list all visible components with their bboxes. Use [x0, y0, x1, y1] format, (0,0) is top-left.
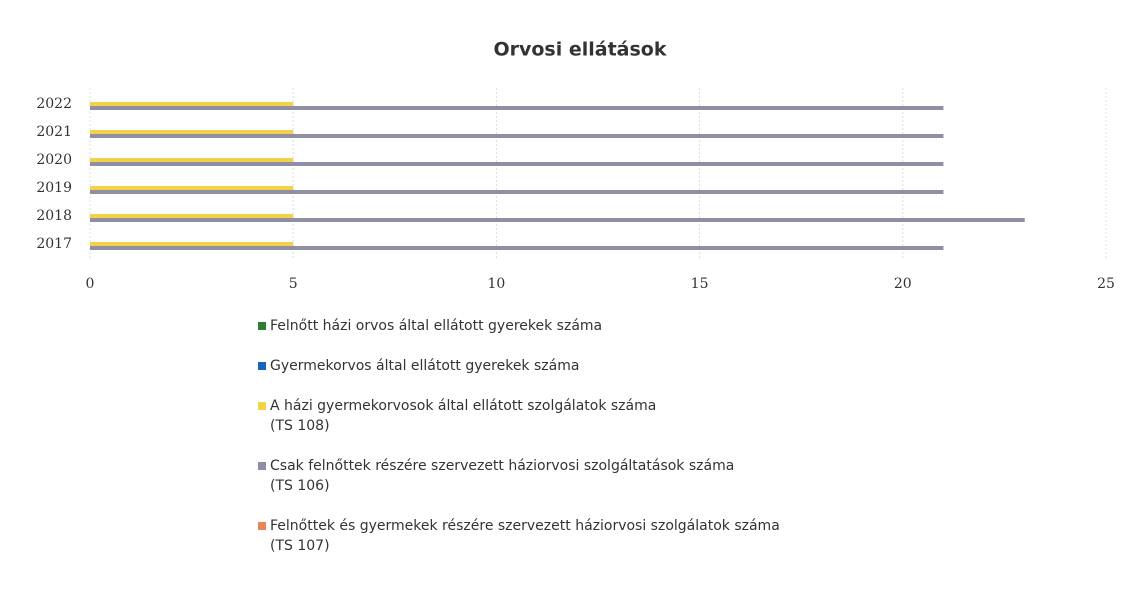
y-tick-label: 2021: [36, 124, 72, 140]
legend-item: Felnőttek és gyermekek részére szervezet…: [258, 516, 958, 556]
bar: [90, 106, 944, 110]
bar: [90, 162, 944, 166]
y-tick-label: 2017: [36, 236, 72, 252]
bar: [90, 246, 944, 250]
legend-label: Gyermekorvos által ellátott gyerekek szá…: [270, 358, 580, 374]
y-tick-label: 2019: [36, 180, 72, 196]
legend-item: Gyermekorvos által ellátott gyerekek szá…: [258, 356, 958, 376]
x-tick-label: 15: [691, 276, 709, 292]
legend-item: A házi gyermekorvosok által ellátott szo…: [258, 396, 958, 436]
legend-item: Csak felnőttek részére szervezett házior…: [258, 456, 958, 496]
x-tick-label: 0: [86, 276, 95, 292]
bar: [90, 214, 294, 218]
x-tick-label: 20: [894, 276, 912, 292]
bar: [90, 218, 1025, 222]
legend-swatch: [258, 402, 266, 410]
bar: [90, 186, 294, 190]
y-tick-label: 2022: [36, 96, 72, 112]
chart: Orvosi ellátások 0 5 10 15 20 25 2022 2021 2020 2…: [36, 39, 1115, 293]
chart-title: Orvosi ellátások: [493, 39, 666, 61]
legend-swatch: [258, 362, 266, 370]
x-tick-label: 10: [487, 276, 505, 292]
bar: [90, 158, 294, 162]
legend-label: Csak felnőttek részére szervezett házior…: [270, 458, 735, 494]
legend-swatch: [258, 322, 266, 330]
legend: Felnőtt házi orvos által ellátott gyerek…: [258, 316, 958, 576]
legend-label: A házi gyermekorvosok által ellátott szo…: [270, 398, 657, 434]
bar: [90, 190, 944, 194]
y-tick-label: 2020: [36, 152, 72, 168]
legend-item: Felnőtt házi orvos által ellátott gyerek…: [258, 316, 958, 336]
bar: [90, 102, 294, 106]
legend-swatch: [258, 462, 266, 470]
y-tick-label: 2018: [36, 208, 72, 224]
bar: [90, 134, 944, 138]
legend-label: Felnőtt házi orvos által ellátott gyerek…: [270, 318, 603, 334]
bar: [90, 130, 294, 134]
legend-swatch: [258, 522, 266, 530]
bar: [90, 242, 294, 246]
x-tick-label: 25: [1097, 276, 1115, 292]
x-tick-label: 5: [289, 276, 298, 292]
legend-label: Felnőttek és gyermekek részére szervezet…: [270, 518, 780, 554]
